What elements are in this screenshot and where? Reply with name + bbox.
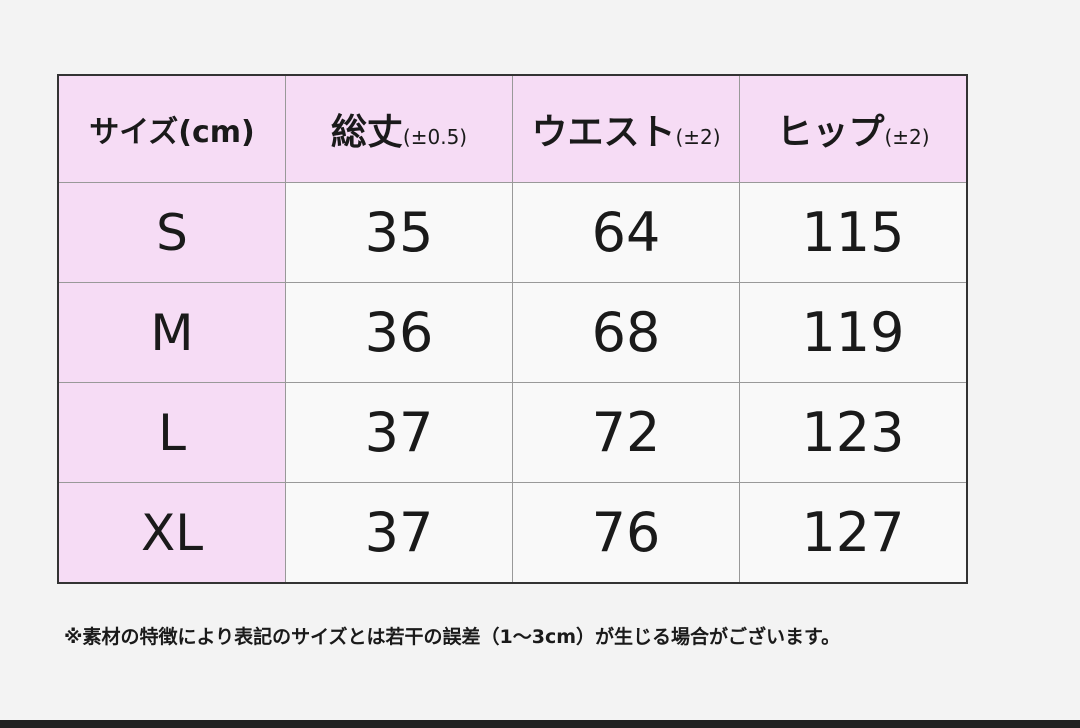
measurement: 115 bbox=[739, 182, 968, 283]
size-label: S bbox=[57, 182, 286, 283]
header-label: ウエスト bbox=[531, 112, 676, 153]
header-note: (±0.5) bbox=[402, 125, 468, 149]
header-cell: ウエスト(±2) bbox=[512, 74, 740, 183]
size-label: L bbox=[57, 382, 286, 483]
header-cell: 総丈(±0.5) bbox=[285, 74, 513, 183]
footnote: ※素材の特徴により表記のサイズとは若干の誤差（1～3cm）が生じる場合がございま… bbox=[64, 626, 841, 648]
header-row: サイズ(cm) 総丈(±0.5) ウエスト(±2) ヒップ(±2) bbox=[57, 74, 968, 183]
header-note: (±2) bbox=[884, 125, 930, 149]
size-row: S 35 64 115 bbox=[57, 182, 968, 283]
bottom-bar bbox=[0, 720, 1080, 728]
header-label: ヒップ bbox=[776, 112, 885, 153]
size-table: サイズ(cm) 総丈(±0.5) ウエスト(±2) ヒップ(±2) S 35 64 1… bbox=[57, 74, 968, 584]
measurement: 123 bbox=[739, 382, 968, 483]
measurement: 127 bbox=[739, 482, 968, 584]
size-label: XL bbox=[57, 482, 286, 584]
header-cell: ヒップ(±2) bbox=[739, 74, 968, 183]
header-cell: サイズ(cm) bbox=[57, 74, 286, 183]
measurement: 35 bbox=[285, 182, 513, 283]
size-row: XL 37 76 127 bbox=[57, 482, 968, 584]
header-note: (±2) bbox=[675, 125, 721, 149]
measurement: 64 bbox=[512, 182, 740, 283]
header-label: 総丈 bbox=[330, 112, 403, 153]
measurement: 68 bbox=[512, 282, 740, 383]
measurement: 119 bbox=[739, 282, 968, 383]
header-label: サイズ(cm) bbox=[89, 115, 255, 150]
size-row: L 37 72 123 bbox=[57, 382, 968, 483]
measurement: 37 bbox=[285, 382, 513, 483]
measurement: 36 bbox=[285, 282, 513, 383]
size-label: M bbox=[57, 282, 286, 383]
measurement: 72 bbox=[512, 382, 740, 483]
measurement: 76 bbox=[512, 482, 740, 584]
measurement: 37 bbox=[285, 482, 513, 584]
size-row: M 36 68 119 bbox=[57, 282, 968, 383]
